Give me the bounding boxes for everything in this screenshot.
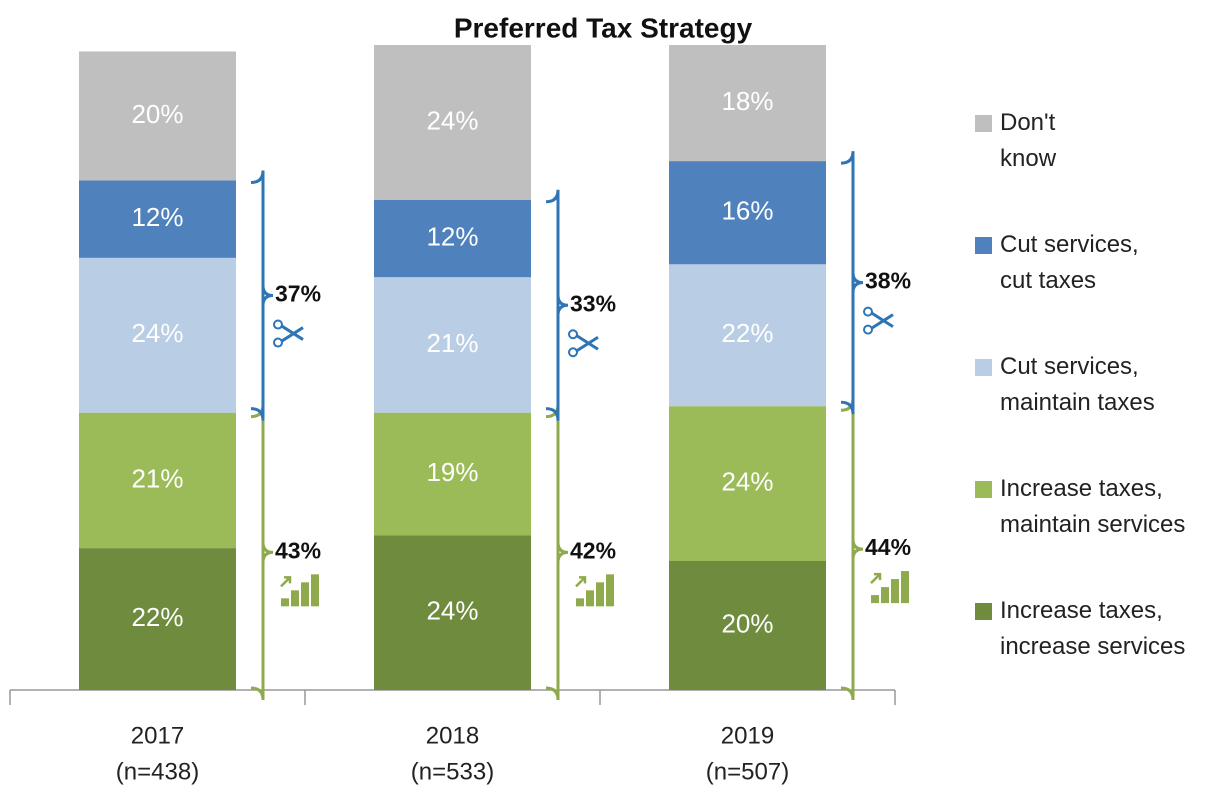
growth-icon: [280, 576, 292, 588]
scissors-icon: [280, 324, 304, 343]
scissors-icon: [273, 319, 283, 330]
growth-icon: [586, 590, 594, 607]
scissors-icon: [870, 311, 894, 330]
value-label: 22%: [721, 318, 773, 348]
value-label: 21%: [131, 463, 183, 493]
value-label: 19%: [426, 457, 478, 487]
growth-icon: [606, 574, 614, 607]
value-label: 20%: [721, 608, 773, 638]
bar-segment: [669, 561, 826, 690]
value-label: 22%: [131, 602, 183, 632]
bracket: [545, 189, 569, 421]
value-label: 24%: [131, 318, 183, 348]
growth-icon: [281, 598, 289, 607]
bracket-label: 38%: [865, 268, 911, 294]
bracket-label: 42%: [570, 537, 616, 563]
legend-swatch: [975, 603, 992, 620]
x-tick-label: 2018: [426, 722, 479, 749]
x-tick-sublabel: (n=438): [116, 758, 199, 785]
bar-segment: [374, 412, 531, 536]
legend-item: Increase taxes, increase services: [975, 593, 1225, 715]
growth-icon: [891, 579, 899, 604]
growth-icon: [576, 598, 584, 607]
value-label: 24%: [426, 105, 478, 135]
bar-segment: [79, 180, 236, 258]
value-label: 20%: [131, 99, 183, 129]
legend-swatch: [975, 115, 992, 132]
bracket: [840, 398, 864, 701]
bar-segment: [79, 51, 236, 181]
bracket-label: 33%: [570, 290, 616, 316]
x-tick-label: 2019: [721, 722, 774, 749]
bracket: [545, 404, 569, 701]
scissors-icon: [568, 329, 578, 340]
growth-icon: [311, 574, 319, 607]
legend-label: Increase taxes, maintain services: [1000, 475, 1186, 538]
bracket: [250, 404, 274, 701]
growth-icon: [596, 582, 604, 607]
value-label: 24%: [721, 466, 773, 496]
value-label: 21%: [426, 328, 478, 358]
legend-item: Cut services, maintain taxes: [975, 349, 1225, 471]
legend-item: Don't know: [975, 105, 1225, 227]
bracket-label: 43%: [275, 537, 321, 563]
legend-label: Don't know: [1000, 109, 1057, 172]
bar-segment: [374, 199, 531, 278]
bracket-label: 37%: [275, 281, 321, 307]
bar-segment: [79, 548, 236, 690]
bar-segment: [669, 264, 826, 407]
scissors-icon: [863, 324, 873, 335]
x-tick-sublabel: (n=533): [411, 758, 494, 785]
legend-swatch: [975, 237, 992, 254]
growth-icon: [301, 582, 309, 607]
value-label: 16%: [721, 196, 773, 226]
value-label: 12%: [426, 221, 478, 251]
bar-segment: [79, 257, 236, 413]
value-label: 24%: [426, 595, 478, 625]
growth-icon: [291, 590, 299, 607]
value-label: 18%: [721, 86, 773, 116]
legend-swatch: [975, 481, 992, 498]
bracket: [840, 151, 864, 415]
bar-segment: [374, 277, 531, 413]
bracket: [250, 170, 274, 421]
bar-segment: [669, 161, 826, 265]
legend-label: Cut services, cut taxes: [1000, 231, 1139, 294]
scissors-icon: [863, 306, 873, 317]
legend-swatch: [975, 359, 992, 376]
scissors-icon: [568, 347, 578, 358]
growth-icon: [881, 587, 889, 604]
legend: Don't know Cut services, cut taxes Cut ser…: [975, 105, 1225, 715]
scissors-icon: [575, 333, 599, 353]
bracket-label: 44%: [865, 534, 911, 560]
bar-segment: [669, 45, 826, 162]
chart-title: Preferred Tax Strategy: [454, 12, 753, 43]
scissors-icon: [273, 337, 283, 348]
bar-segment: [79, 412, 236, 549]
legend-item: Cut services, cut taxes: [975, 227, 1225, 349]
growth-icon: [871, 595, 879, 604]
x-tick-sublabel: (n=507): [706, 758, 789, 785]
legend-item: Increase taxes, maintain services: [975, 471, 1225, 593]
growth-icon: [870, 572, 882, 584]
x-tick-label: 2017: [131, 722, 184, 749]
bar-segment: [374, 45, 531, 200]
growth-icon: [575, 576, 587, 588]
bar-segment: [669, 406, 826, 561]
value-label: 12%: [131, 202, 183, 232]
legend-label: Cut services, maintain taxes: [1000, 353, 1155, 416]
bar-segment: [374, 535, 531, 690]
legend-label: Increase taxes, increase services: [1000, 597, 1186, 660]
growth-icon: [901, 571, 909, 604]
